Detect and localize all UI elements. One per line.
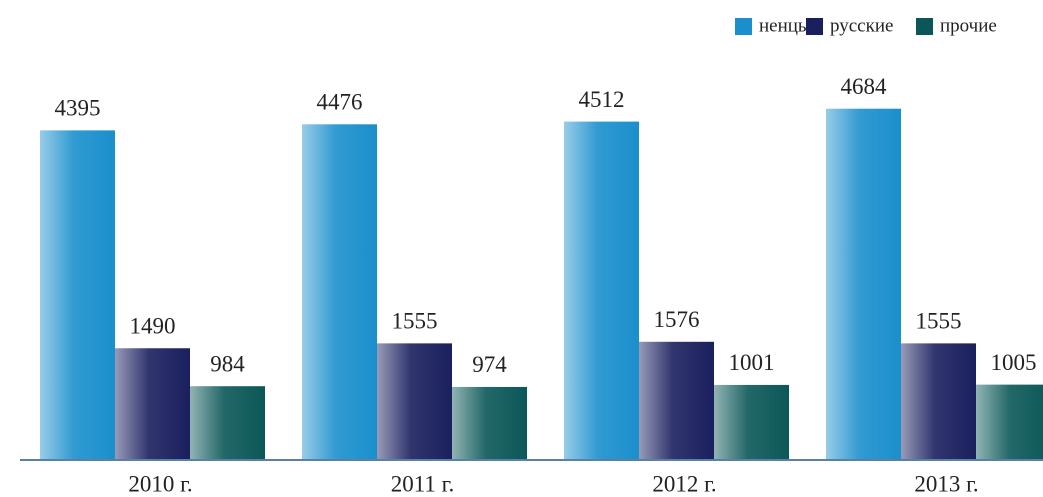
legend-swatch <box>916 18 933 35</box>
legend-label: русские <box>830 15 893 36</box>
data-label: 1005 <box>991 350 1037 375</box>
data-label: 1555 <box>392 309 438 334</box>
legend-label: ненцы <box>759 15 811 36</box>
data-label: 1555 <box>916 309 962 334</box>
data-label: 4684 <box>841 74 888 99</box>
data-label: 4395 <box>55 96 101 121</box>
x-tick-label: 2011 г. <box>391 471 455 496</box>
data-label: 984 <box>210 351 245 376</box>
data-label: 974 <box>472 352 507 377</box>
legend-swatch <box>806 18 823 35</box>
x-tick-label: 2012 г. <box>652 471 716 496</box>
x-tick-label: 2010 г. <box>128 471 192 496</box>
bar <box>564 121 639 460</box>
bar <box>190 386 265 460</box>
bar <box>452 386 527 460</box>
bar <box>115 348 190 460</box>
data-label: 4476 <box>317 90 363 115</box>
bar <box>901 343 976 460</box>
bar <box>714 384 789 460</box>
legend-label: прочие <box>940 15 997 36</box>
bar <box>302 124 377 461</box>
bar <box>639 341 714 460</box>
data-label: 1490 <box>130 314 176 339</box>
data-label: 1576 <box>654 307 700 332</box>
bar <box>826 108 901 460</box>
bar <box>40 130 115 460</box>
bar <box>976 384 1043 460</box>
data-label: 4512 <box>579 87 625 112</box>
bar <box>377 343 452 460</box>
data-label: 1001 <box>729 350 775 375</box>
legend-swatch <box>735 18 752 35</box>
x-tick-label: 2013 г. <box>914 471 978 496</box>
